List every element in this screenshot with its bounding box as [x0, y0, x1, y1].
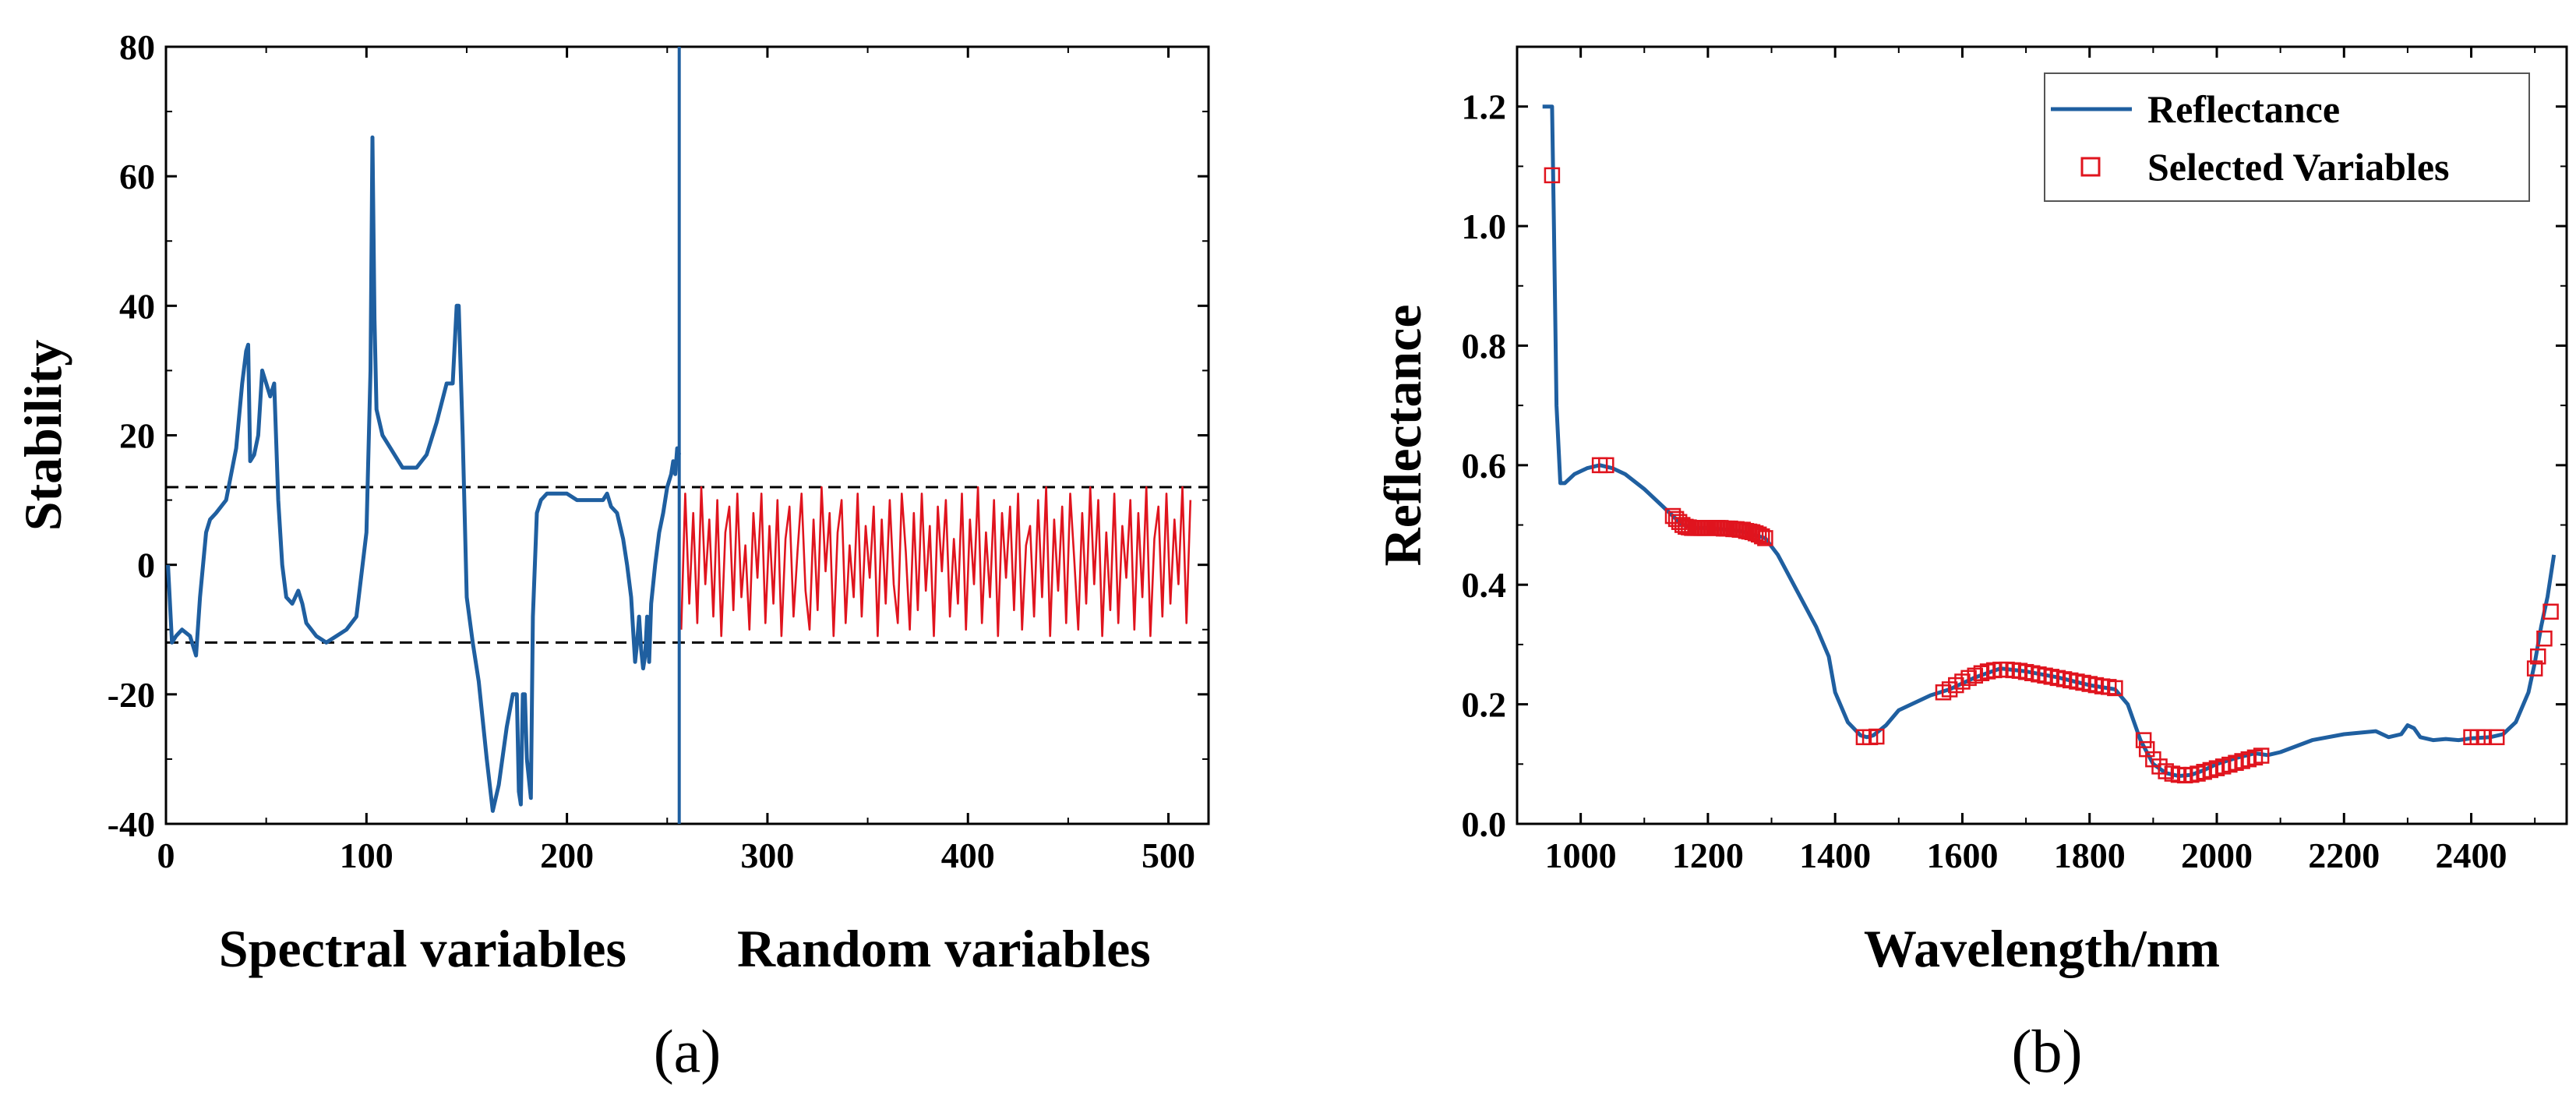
- x-tick-label-b: 1000: [1545, 836, 1617, 875]
- legend-label-selected: Selected Variables: [2147, 145, 2449, 189]
- selected-variable-marker: [1868, 728, 1885, 745]
- y-tick-label-b: 0.8: [1462, 326, 1507, 366]
- x-tick-label-b: 2200: [2308, 836, 2380, 875]
- x-tick-label-b: 1800: [2054, 836, 2126, 875]
- selected-variable-marker: [1544, 167, 1561, 184]
- y-axis-title-a: Stability: [13, 340, 72, 532]
- y-tick-label-a: 20: [119, 416, 155, 456]
- y-tick-label-a: 60: [119, 157, 155, 196]
- y-tick-label-a: 80: [119, 27, 155, 67]
- y-tick-label-b: 0.4: [1462, 565, 1507, 605]
- y-tick-label-b: 0.2: [1462, 685, 1507, 725]
- x-axis-title-right: Random variables: [737, 919, 1151, 978]
- x-axis-title-b: Wavelength/nm: [1864, 919, 2220, 978]
- legend-swatch-selected: [2080, 157, 2101, 177]
- y-tick-label-a: -40: [108, 804, 155, 844]
- selected-variable-marker: [1598, 457, 1614, 474]
- x-tick-label-b: 1400: [1799, 836, 1871, 875]
- x-tick-label-a: 300: [740, 836, 794, 875]
- y-tick-label-b: 0.6: [1462, 446, 1507, 486]
- selected-variable-marker: [1754, 528, 1770, 545]
- spectral-variables-line: [166, 135, 682, 813]
- legend: Reflectance Selected Variables: [2044, 72, 2530, 202]
- y-tick-label-a: -20: [108, 675, 155, 715]
- selected-variable-marker: [1757, 530, 1773, 546]
- x-tick-label-a: 0: [157, 836, 175, 875]
- x-tick-label-b: 1600: [1926, 836, 1998, 875]
- y-tick-label-b: 1.0: [1462, 207, 1507, 246]
- selected-variable-marker: [2135, 732, 2152, 748]
- legend-label-reflectance: Reflectance: [2147, 87, 2340, 131]
- x-tick-label-a: 500: [1142, 836, 1195, 875]
- panel-label-a: (a): [654, 1017, 722, 1085]
- x-axis-title-left: Spectral variables: [219, 919, 626, 978]
- random-variables-line: [680, 486, 1192, 638]
- x-tick-label-b: 2000: [2181, 836, 2253, 875]
- y-tick-label-b: 0.0: [1462, 804, 1507, 844]
- x-tick-label-a: 200: [540, 836, 594, 875]
- x-tick-label-b: 1200: [1672, 836, 1744, 875]
- plot-frame-a: [164, 45, 1210, 825]
- selected-variable-marker: [2526, 660, 2543, 677]
- selected-variable-marker: [2542, 603, 2559, 620]
- plot-frame-b: [1516, 45, 2568, 825]
- selected-variable-marker: [2536, 631, 2553, 647]
- selected-variable-marker: [2107, 680, 2123, 697]
- panel-b-reflectance-chart: 1000 1200 1400 1600 1800 2000 2200 2400 0.0 0.2 0.…: [1373, 45, 2568, 1085]
- selected-variable-marker: [2475, 729, 2493, 746]
- x-tick-label-b: 2400: [2436, 836, 2507, 875]
- selected-variable-marker: [2253, 747, 2270, 764]
- selected-variable-marker: [2488, 729, 2505, 746]
- panel-label-b: (b): [2012, 1017, 2083, 1085]
- legend-box: [2044, 72, 2530, 202]
- y-tick-label-a: 40: [119, 286, 155, 326]
- x-tick-label-a: 100: [340, 836, 393, 875]
- selected-variable-marker: [2530, 648, 2546, 665]
- y-axis-title-b: Reflectance: [1373, 304, 1432, 566]
- reflectance-line: [1542, 104, 2557, 779]
- panel-a-stability-chart: 0 100 200 300 400 500 -40 -20 0 20 40 60 80 Spectral …: [13, 27, 1210, 1085]
- x-tick-label-a: 400: [941, 836, 995, 875]
- y-tick-label-b: 1.2: [1462, 87, 1507, 127]
- y-tick-label-a: 0: [137, 546, 155, 585]
